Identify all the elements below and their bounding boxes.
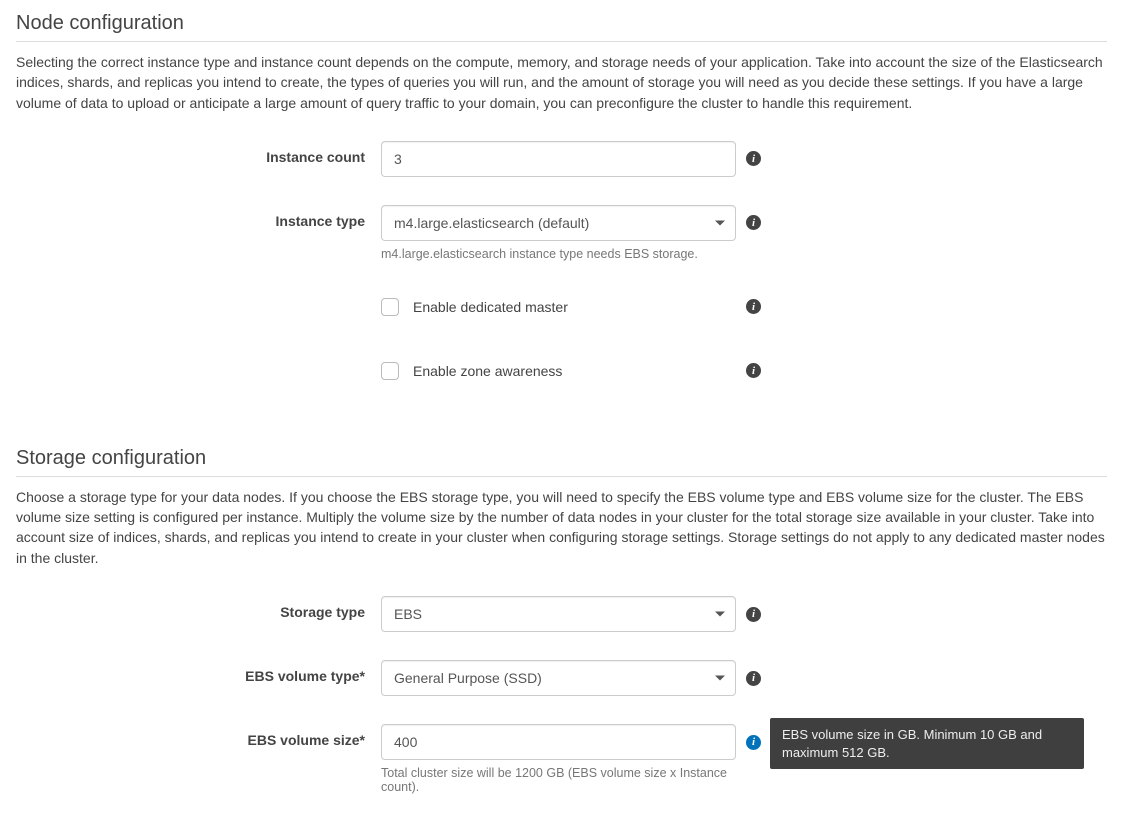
dedicated-master-row: Enable dedicated master i xyxy=(16,289,1107,325)
storage-type-value: EBS xyxy=(394,606,422,622)
ebs-volume-size-label: EBS volume size* xyxy=(16,724,381,748)
zone-awareness-label: Enable zone awareness xyxy=(413,363,562,379)
ebs-volume-size-input[interactable] xyxy=(381,724,736,760)
divider xyxy=(16,41,1107,42)
info-icon[interactable]: i xyxy=(746,607,761,622)
chevron-down-icon xyxy=(715,676,725,681)
info-icon[interactable]: i xyxy=(746,215,761,230)
instance-type-value: m4.large.elasticsearch (default) xyxy=(394,215,589,231)
chevron-down-icon xyxy=(715,220,725,225)
zone-awareness-row: Enable zone awareness i xyxy=(16,353,1107,389)
divider xyxy=(16,476,1107,477)
info-icon[interactable]: i xyxy=(746,363,761,378)
ebs-volume-size-helper: Total cluster size will be 1200 GB (EBS … xyxy=(381,766,736,794)
info-icon[interactable]: i xyxy=(746,151,761,166)
dedicated-master-label: Enable dedicated master xyxy=(413,299,568,315)
info-icon[interactable]: i xyxy=(746,299,761,314)
ebs-volume-type-row: EBS volume type* General Purpose (SSD) i xyxy=(16,660,1107,696)
ebs-volume-type-label: EBS volume type* xyxy=(16,660,381,684)
storage-type-select[interactable]: EBS xyxy=(381,596,736,632)
storage-type-row: Storage type EBS i xyxy=(16,596,1107,632)
storage-type-label: Storage type xyxy=(16,596,381,620)
instance-count-row: Instance count i xyxy=(16,141,1107,177)
ebs-volume-size-tooltip: EBS volume size in GB. Minimum 10 GB and… xyxy=(770,718,1084,769)
zone-awareness-checkbox[interactable] xyxy=(381,362,399,380)
storage-config-title: Storage configuration xyxy=(16,447,1107,470)
instance-type-row: Instance type m4.large.elasticsearch (de… xyxy=(16,205,1107,261)
node-config-form: Instance count i Instance type m4.large.… xyxy=(16,141,1107,389)
instance-type-helper: m4.large.elasticsearch instance type nee… xyxy=(381,247,736,261)
instance-count-input[interactable] xyxy=(381,141,736,177)
ebs-volume-type-select[interactable]: General Purpose (SSD) xyxy=(381,660,736,696)
info-icon[interactable]: i xyxy=(746,671,761,686)
dedicated-master-checkbox[interactable] xyxy=(381,298,399,316)
chevron-down-icon xyxy=(715,612,725,617)
info-icon[interactable]: i xyxy=(746,735,761,750)
storage-config-description: Choose a storage type for your data node… xyxy=(16,487,1107,568)
instance-type-select[interactable]: m4.large.elasticsearch (default) xyxy=(381,205,736,241)
ebs-volume-type-value: General Purpose (SSD) xyxy=(394,670,542,686)
instance-count-label: Instance count xyxy=(16,141,381,165)
node-config-title: Node configuration xyxy=(16,12,1107,35)
ebs-volume-size-row: EBS volume size* Total cluster size will… xyxy=(16,724,1107,794)
instance-type-label: Instance type xyxy=(16,205,381,229)
storage-config-form: Storage type EBS i EBS volume type* Gene… xyxy=(16,596,1107,794)
node-config-description: Selecting the correct instance type and … xyxy=(16,52,1107,113)
